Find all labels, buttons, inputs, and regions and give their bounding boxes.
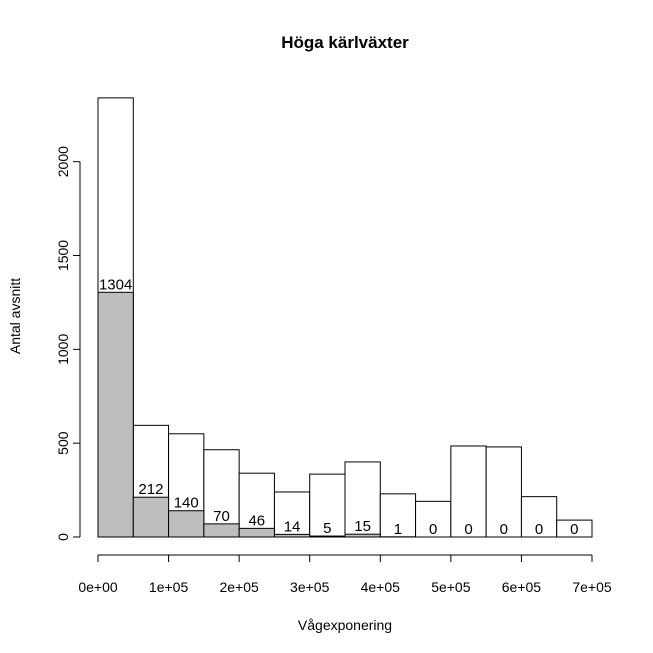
x-tick-label: 7e+05 (572, 579, 612, 595)
subset-bar (132, 496, 170, 538)
data-label: 1304 (99, 276, 132, 293)
y-axis: 0 500 1000 1500 2000 (55, 146, 81, 541)
y-tick-label: 1500 (55, 240, 71, 271)
total-bar (344, 461, 381, 538)
data-label: 0 (464, 521, 472, 538)
subset-bar (203, 523, 240, 538)
subset-bar (168, 510, 205, 538)
x-tick-label: 0e+00 (78, 579, 118, 595)
chart-title: Höga kärlväxter (281, 33, 409, 52)
subset-bars (97, 291, 417, 538)
total-bars (97, 97, 593, 538)
x-tick-label: 6e+05 (502, 579, 542, 595)
y-tick-label: 1000 (55, 334, 71, 365)
data-label: 0 (535, 521, 543, 538)
data-label: 0 (500, 521, 508, 538)
total-bar (520, 496, 558, 538)
y-tick-label: 0 (55, 533, 71, 541)
data-label: 14 (284, 518, 301, 535)
data-labels: 1304 212 140 70 46 14 5 15 1 0 0 0 0 0 (99, 276, 579, 538)
subset-bar (97, 291, 134, 538)
subset-bar (238, 527, 275, 538)
data-label: 5 (323, 520, 331, 537)
total-bar (485, 446, 522, 538)
x-axis-label: Vågexponering (298, 617, 392, 633)
data-label: 15 (354, 518, 371, 535)
y-tick-label: 2000 (55, 146, 71, 177)
x-tick-label: 3e+05 (290, 579, 330, 595)
total-bar (556, 519, 593, 538)
data-label: 70 (213, 508, 230, 525)
x-axis: 0e+00 1e+05 2e+05 3e+05 4e+05 5e+05 6e+05 7e+05 (78, 554, 612, 595)
x-tick-label: 4e+05 (361, 579, 401, 595)
x-tick-label: 2e+05 (219, 579, 259, 595)
subset-bar (344, 533, 381, 538)
data-label: 0 (570, 521, 578, 538)
y-tick-label: 500 (55, 431, 71, 455)
data-label: 0 (429, 521, 437, 538)
total-bar (273, 491, 311, 538)
data-label: 140 (174, 495, 199, 512)
x-tick-label: 1e+05 (149, 579, 189, 595)
x-tick-label: 5e+05 (431, 579, 471, 595)
data-label: 1 (394, 521, 402, 538)
total-bar (415, 500, 452, 538)
data-label: 46 (248, 512, 265, 529)
data-label: 212 (138, 481, 163, 498)
y-axis-label: Antal avsnitt (7, 278, 23, 354)
